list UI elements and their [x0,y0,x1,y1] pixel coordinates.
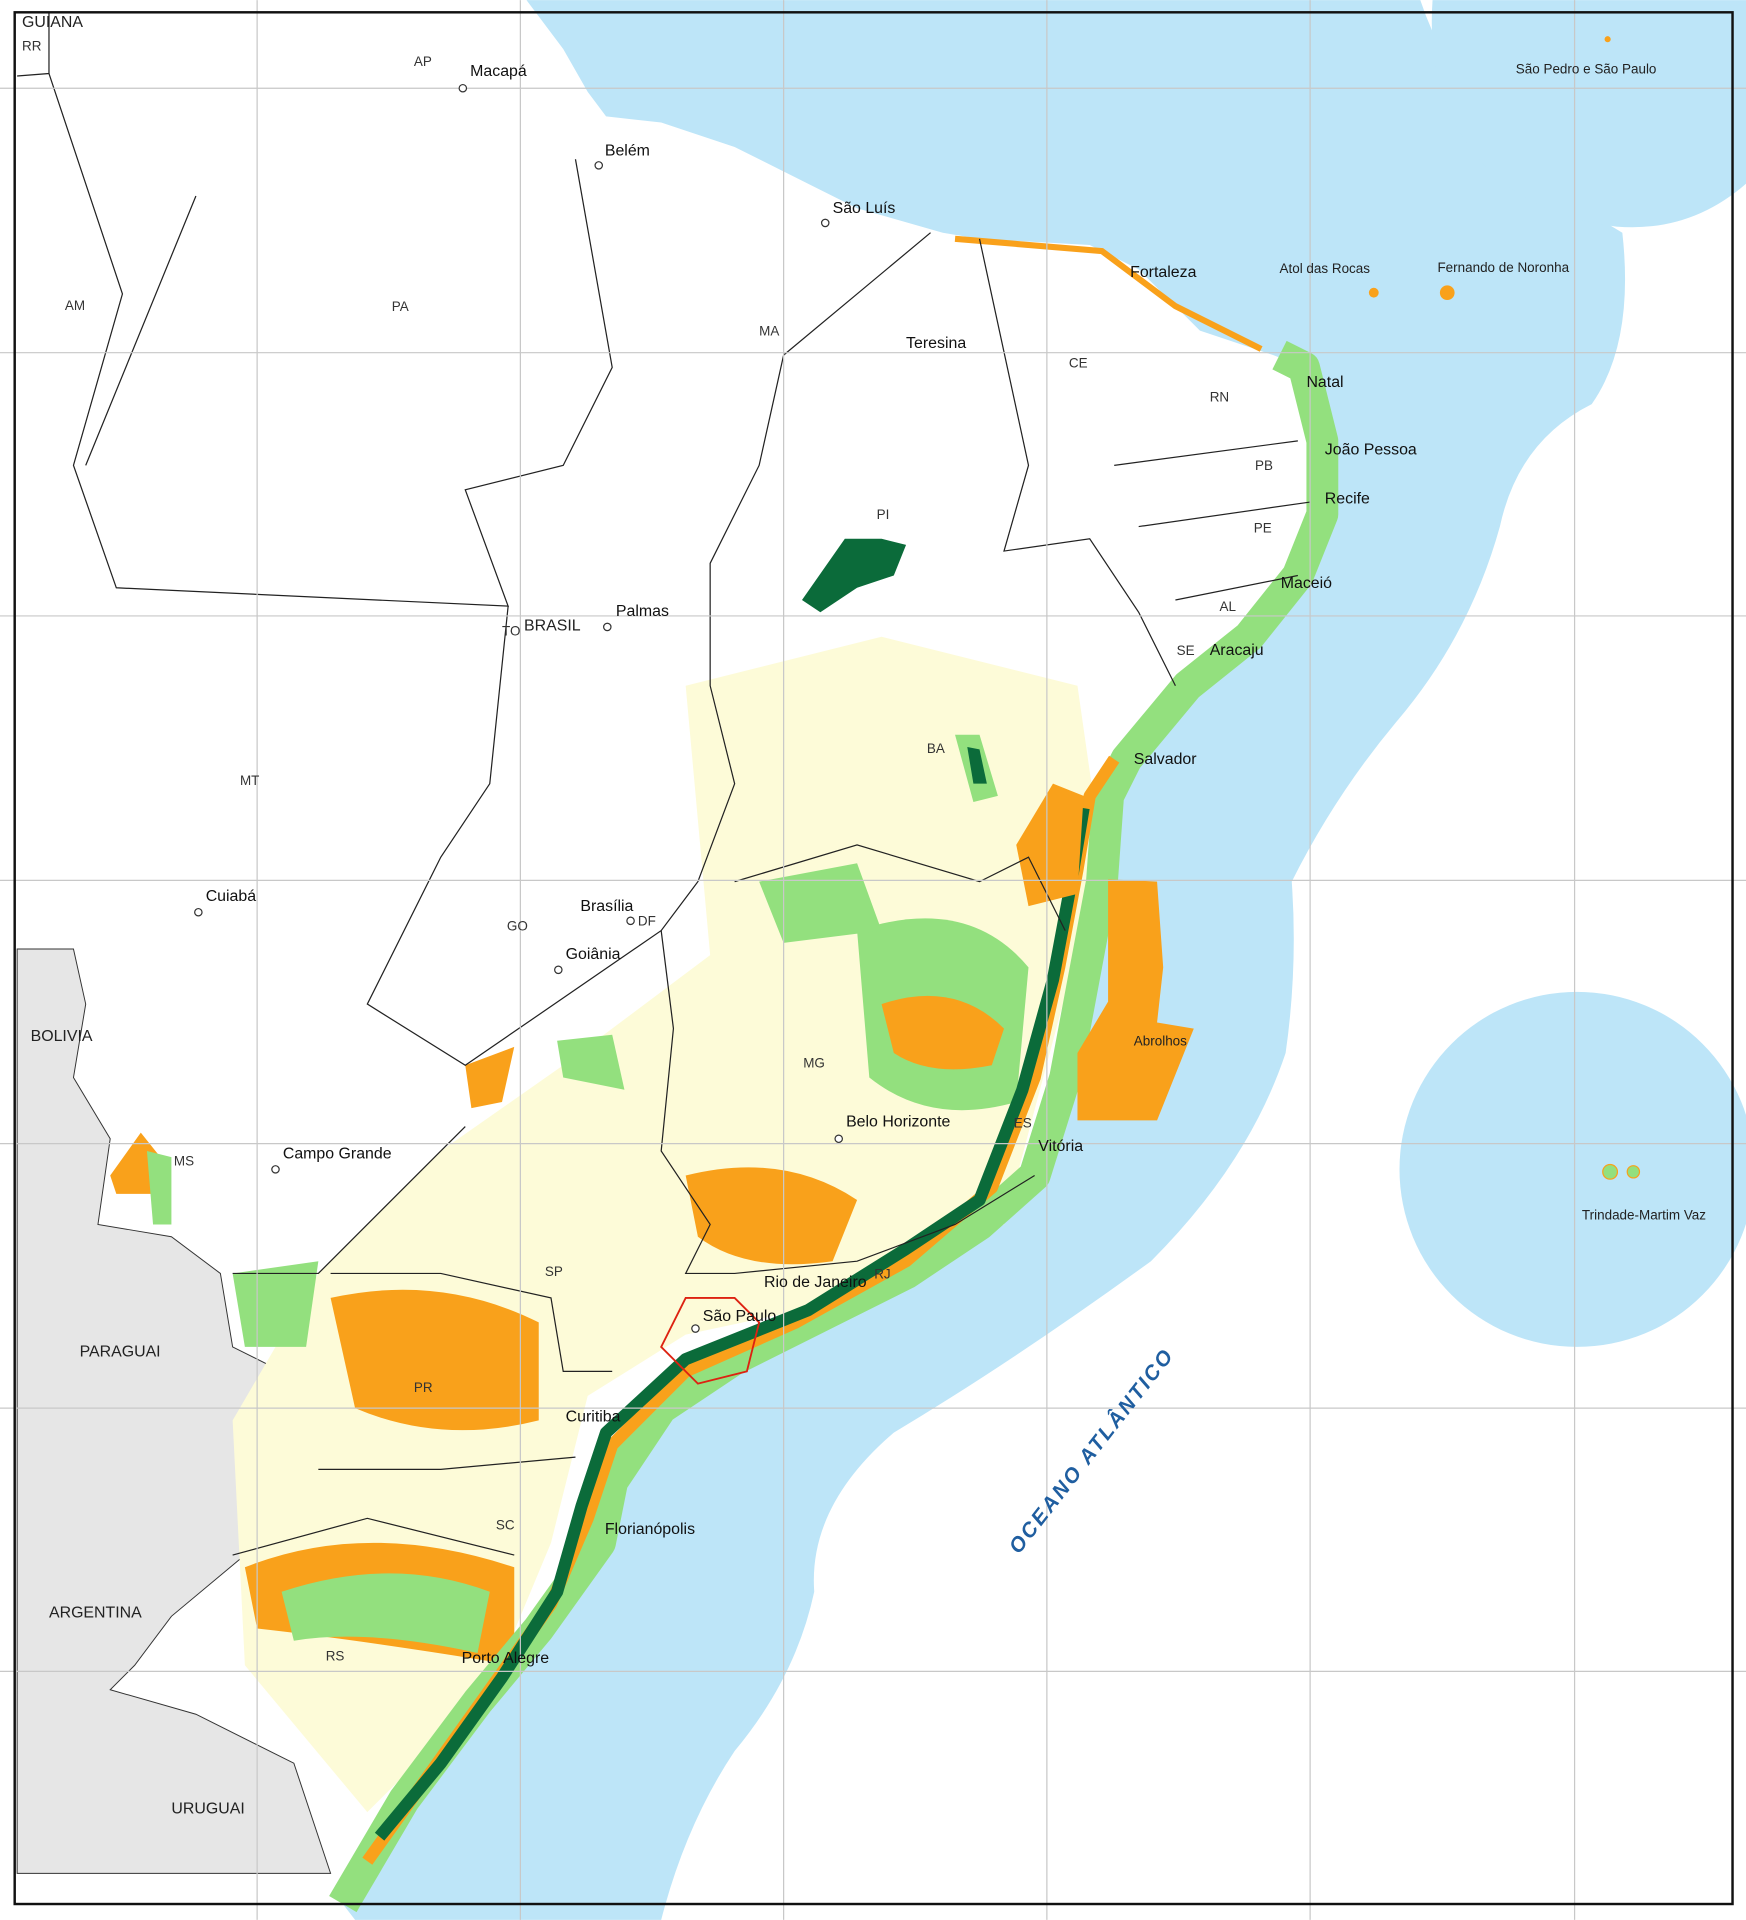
city-label: Curitiba [566,1409,621,1426]
state-label: CE [1069,355,1088,370]
city-label: Natal [1306,374,1343,391]
state-label: PE [1254,521,1272,536]
island [1439,285,1455,301]
state-label: SP [545,1264,563,1279]
island-label: Trindade-Martim Vaz [1582,1208,1706,1223]
island-label: Atol das Rocas [1280,261,1371,276]
state-label: MS [174,1154,194,1169]
city-label: São Paulo [703,1308,777,1325]
state-label: SE [1177,643,1195,658]
city-label: Maceió [1281,575,1332,592]
city-label: Teresina [906,335,966,352]
city-label: Palmas [616,603,669,620]
city-label: João Pessoa [1325,441,1417,458]
city-label: Salvador [1134,751,1197,768]
city-label: Fortaleza [1130,264,1196,281]
island [1368,287,1379,298]
city-label: Florianópolis [605,1521,695,1538]
city-label: Rio de Janeiro [764,1274,867,1291]
island [1626,1165,1641,1179]
borders [17,12,1311,1556]
state-labels: RR AP AM PA MA CE RN PB PI PE AL SE TO B… [22,38,1273,1663]
island-label: São Pedro e São Paulo [1516,62,1657,77]
city-label: São Luís [833,200,896,217]
state-label: MG [803,1056,825,1071]
city-label: Recife [1325,490,1370,507]
country-label: PARAGUAI [80,1344,161,1361]
city-points [194,83,844,1333]
country-label: BOLIVIA [31,1028,93,1045]
city-label: Cuiabá [206,888,257,905]
state-label: AM [65,298,85,313]
state-label: RN [1210,390,1229,405]
state-label: RR [22,38,42,53]
state-label: PB [1255,458,1273,473]
city-label: Porto Alegre [462,1650,550,1667]
ocean [342,0,1746,1920]
city-label: Aracaju [1210,642,1264,659]
island-labels: São Pedro e São Paulo Atol das Rocas Fer… [1280,36,1706,1223]
state-label: PA [392,299,409,314]
city-label: Campo Grande [283,1145,392,1162]
state-label: ES [1014,1116,1032,1131]
state-label: RJ [874,1266,890,1281]
state-label: BA [927,741,945,756]
city-label: Abrolhos [1134,1034,1187,1049]
state-label: AP [414,54,432,69]
island [1602,1163,1619,1180]
city-label: Vitória [1038,1138,1083,1155]
state-label: PR [414,1380,433,1395]
island [1604,36,1611,43]
city-labels: Macapá Belém São Luís Teresina Fortaleza… [206,63,1417,1667]
state-label: RS [326,1648,345,1663]
state-label: SC [496,1517,515,1532]
city-label: Brasília [580,898,633,915]
city-label: Goiânia [566,946,621,963]
vegetation [110,235,1339,1913]
city-label: Macapá [470,63,527,80]
island-label: Fernando de Noronha [1437,260,1569,275]
state-label: DF [638,914,656,929]
country-labels: GUIANA BOLIVIA PARAGUAI ARGENTINA URUGUA… [22,14,581,1817]
country-label: GUIANA [22,14,83,31]
city-label: Belo Horizonte [846,1114,950,1131]
country-label: URUGUAI [171,1800,244,1817]
state-label: GO [507,919,528,934]
state-label: MA [759,324,779,339]
state-label: AL [1220,599,1237,614]
state-label: MT [240,773,259,788]
state-label: TO [502,624,520,639]
country-label: ARGENTINA [49,1605,142,1622]
state-label: PI [877,507,890,522]
city-label: Belém [605,143,650,160]
country-label: BRASIL [524,618,581,635]
